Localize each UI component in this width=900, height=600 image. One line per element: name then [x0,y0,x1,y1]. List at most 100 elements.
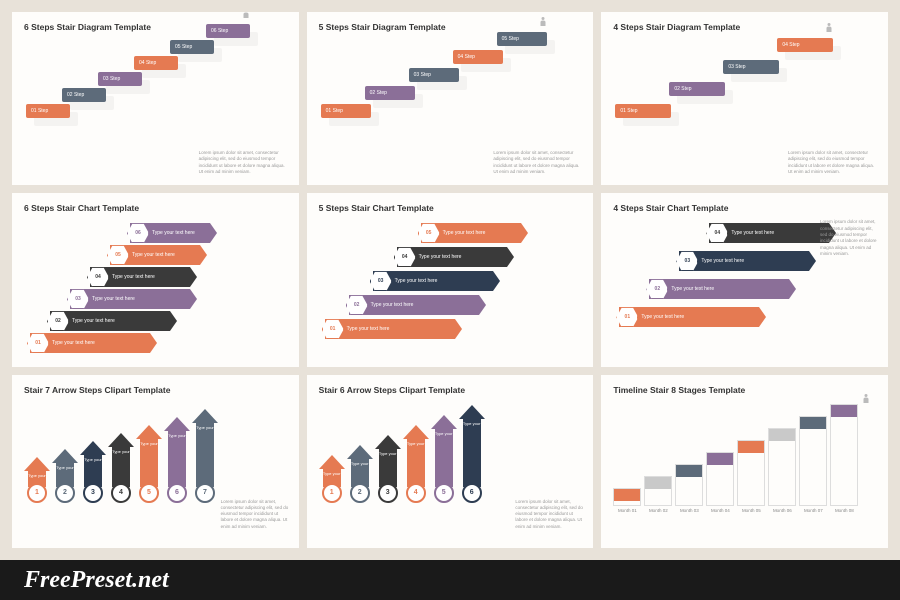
chart-bar: 05Type your text here [110,245,200,265]
lorem-text: Lorem ipsum dolor sit amet, consectetur … [515,499,585,530]
arrow-head-icon [403,425,429,439]
slide-title: 5 Steps Stair Chart Template [319,203,582,213]
chart-bar: 02Type your text here [349,295,479,315]
arrow-step: Type your1 [24,457,50,503]
timeline-col: Month 03 [675,464,703,513]
hex-number: 04 [87,267,109,287]
chart-bar: 02Type your text here [50,311,170,331]
arrow-body: Type your [112,447,130,487]
lorem-text: Lorem ipsum dolor sit amet, consectetur … [820,219,880,257]
slide-9: Timeline Stair 8 Stages Template Month 01… [601,375,888,548]
arrow-head-icon [108,433,134,447]
col-label: Month 07 [799,508,827,513]
hex-number: 02 [47,311,69,331]
arrow-body: Type your [407,439,425,487]
arrow-head-icon [164,417,190,431]
stair-step: 03 Step [98,72,142,86]
lorem-text: Lorem ipsum dolor sit amet, consectetur … [788,150,878,175]
hex-number: 04 [706,223,728,243]
watermark: FreePreset.net [0,560,900,600]
col-label: Month 08 [830,508,858,513]
slide-3: 4 Steps Stair Diagram Template01 Step02 … [601,12,888,185]
hex-number: 04 [394,247,416,267]
chart-bar: 01Type your text here [619,307,759,327]
stair-diagram: 01 Step02 Step03 Step04 Step05 Step [319,38,582,118]
arrow-head-icon [319,455,345,469]
col-cap [831,405,857,417]
chart-bar: 03Type your text here [679,251,809,271]
chart-bar: 06Type your text here [130,223,210,243]
hex-number: 03 [676,251,698,271]
stair-diagram: 01 Step02 Step03 Step04 Step05 Step06 St… [24,38,287,118]
stair-step: 01 Step [321,104,371,118]
timeline-columns: Month 01Month 02Month 03Month 04Month 05… [613,403,876,513]
chart-bar: 01Type your text here [325,319,455,339]
arrow-step: Type your2 [347,445,373,503]
col-cap [769,429,795,441]
slide-title: Timeline Stair 8 Stages Template [613,385,876,395]
person-icon [537,16,549,32]
arrow-step: Type your6 [164,417,190,503]
arrow-circle-number: 3 [378,483,398,503]
chart-bar: 03Type your text here [70,289,190,309]
timeline-col: Month 06 [768,428,796,513]
arrow-head-icon [459,405,485,419]
arrow-circle-number: 4 [406,483,426,503]
col-cap [800,417,826,429]
person-icon [823,22,835,38]
stair-step: 06 Step [206,24,250,38]
watermark-text: FreePreset.net [24,567,169,594]
arrow-circle-number: 7 [195,483,215,503]
stair-step: 02 Step [365,86,415,100]
col-label: Month 02 [644,508,672,513]
chart-bar: 04Type your text here [709,223,829,243]
hex-number: 01 [322,319,344,339]
person-icon [860,393,872,409]
hex-number: 05 [418,223,440,243]
col-label: Month 05 [737,508,765,513]
col-label: Month 03 [675,508,703,513]
col-cap [738,441,764,453]
chart-bar: 01Type your text here [30,333,150,353]
arrow-head-icon [52,449,78,463]
arrow-body: Type your [168,431,186,487]
stair-step: 04 Step [134,56,178,70]
arrow-head-icon [431,415,457,429]
stair-step: 02 Step [62,88,106,102]
hex-number: 02 [346,295,368,315]
stair-step: 02 Step [669,82,725,96]
hex-number: 03 [370,271,392,291]
arrow-step: Type your5 [431,415,457,503]
col-cap [614,489,640,501]
hex-number: 06 [127,223,149,243]
arrow-head-icon [375,435,401,449]
arrow-step: Type your5 [136,425,162,503]
stair-chart: 01Type your text here.slide:nth-child(5)… [319,219,582,339]
arrow-body: Type your [463,419,481,487]
lorem-text: Lorem ipsum dolor sit amet, consectetur … [199,150,289,175]
hex-number: 02 [646,279,668,299]
hex-number: 01 [616,307,638,327]
arrow-circle-number: 2 [55,483,75,503]
arrow-body: Type your [379,449,397,487]
arrow-circle-number: 1 [27,483,47,503]
chart-bar: 05Type your text here [421,223,521,243]
timeline-col: Month 04 [706,452,734,513]
arrow-body: Type your [196,423,214,487]
col-label: Month 04 [706,508,734,513]
slide-5: 5 Steps Stair Chart Template 01Type your … [307,193,594,366]
arrow-circle-number: 6 [167,483,187,503]
timeline-col: Month 05 [737,440,765,513]
col-cap [645,477,671,489]
arrow-row: Type your1Type your2Type your3Type your4… [319,403,582,503]
stair-step: 01 Step [26,104,70,118]
arrow-head-icon [136,425,162,439]
slide-7: Stair 7 Arrow Steps Clipart Template Type… [12,375,299,548]
arrow-circle-number: 6 [462,483,482,503]
arrow-row: Type your1Type your2Type your3Type your4… [24,403,287,503]
arrow-circle-number: 1 [322,483,342,503]
stair-chart: 01Type your text here.slide:nth-child(6)… [613,219,876,327]
slide-title: Stair 7 Arrow Steps Clipart Template [24,385,287,395]
stair-step: 04 Step [453,50,503,64]
slide-4: 6 Steps Stair Chart Template01Type your … [12,193,299,366]
